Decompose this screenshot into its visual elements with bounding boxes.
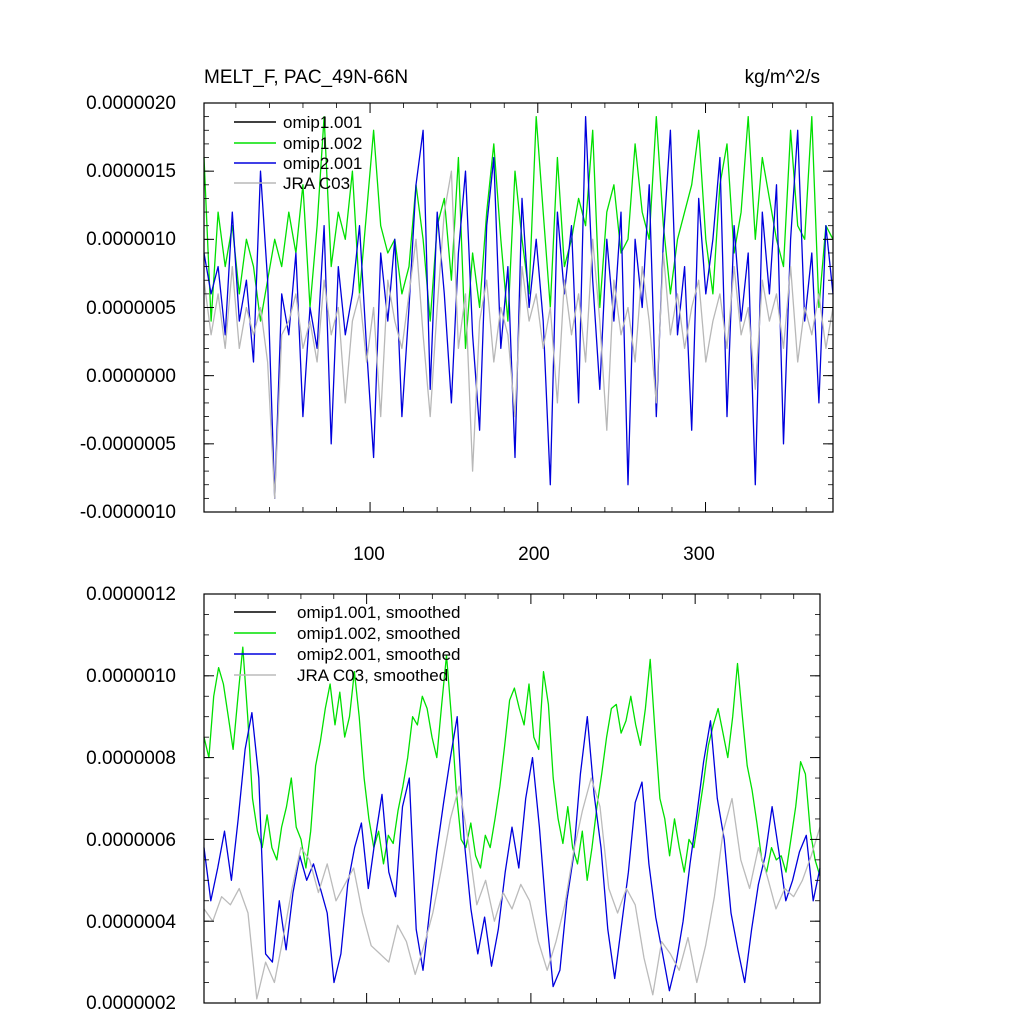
legend-label-omip2-001-smoothed: omip2.001, smoothed [297, 645, 461, 664]
y-tick-label: 0.0000005 [86, 298, 176, 319]
x-tick-label: 200 [518, 544, 550, 565]
y-tick-label: 0.0000002 [86, 993, 176, 1014]
top-legend: omip1.001 omip1.002 omip2.001 JRA C03 [234, 113, 362, 193]
y-tick-label: 0.0000010 [86, 229, 176, 250]
bottom-panel: 0.0000002 0.0000004 0.0000006 0.0000008 … [86, 584, 821, 1014]
bottom-legend: omip1.001, smoothed omip1.002, smoothed … [234, 603, 461, 685]
y-tick-label: 0.0000004 [86, 912, 176, 933]
bottom-axes [203, 593, 821, 1004]
panel-title: MELT_F, PAC_49N-66N [204, 67, 408, 88]
top-axes [203, 102, 834, 513]
y-tick-label: 0.0000015 [86, 161, 176, 182]
series-line-omip2-001-smoothed [203, 711, 821, 992]
units-label: kg/m^2/s [745, 67, 820, 88]
legend-label-jra-c03: JRA C03 [283, 174, 350, 193]
x-tick-label: 100 [353, 544, 385, 565]
y-tick-label: 0.0000000 [86, 366, 176, 387]
x-tick-label: 300 [683, 544, 715, 565]
series-line-jra-c03-smoothed [203, 777, 821, 1000]
y-tick-label: 0.0000012 [86, 584, 176, 605]
series-line-omip1-002 [203, 115, 834, 350]
top-series-group [203, 115, 834, 500]
y-tick-label: 0.0000006 [86, 830, 176, 851]
legend-label-omip2-001: omip2.001 [283, 154, 362, 173]
legend-label-jra-c03-smoothed: JRA C03, smoothed [297, 666, 448, 685]
y-tick-label: -0.0000010 [80, 502, 176, 523]
top-panel: MELT_F, PAC_49N-66N kg/m^2/s -0.0000010 … [80, 67, 834, 565]
legend-label-omip1-002-smoothed: omip1.002, smoothed [297, 624, 461, 643]
bottom-series-group [203, 646, 821, 1000]
y-tick-label: 0.0000020 [86, 93, 176, 114]
y-tick-label: 0.0000008 [86, 748, 176, 769]
y-tick-label: 0.0000010 [86, 666, 176, 687]
top-x-tick-labels: 100 200 300 [353, 544, 715, 565]
bottom-y-tick-labels: 0.0000002 0.0000004 0.0000006 0.0000008 … [86, 584, 176, 1014]
y-tick-label: -0.0000005 [80, 434, 176, 455]
legend-label-omip1-002: omip1.002 [283, 134, 362, 153]
series-line-jra-c03 [203, 170, 834, 500]
top-y-tick-labels: -0.0000010 -0.0000005 0.0000000 0.000000… [80, 93, 176, 523]
series-line-omip1-002-smoothed [203, 646, 821, 881]
legend-label-omip1-001-smoothed: omip1.001, smoothed [297, 603, 461, 622]
legend-label-omip1-001: omip1.001 [283, 113, 362, 132]
